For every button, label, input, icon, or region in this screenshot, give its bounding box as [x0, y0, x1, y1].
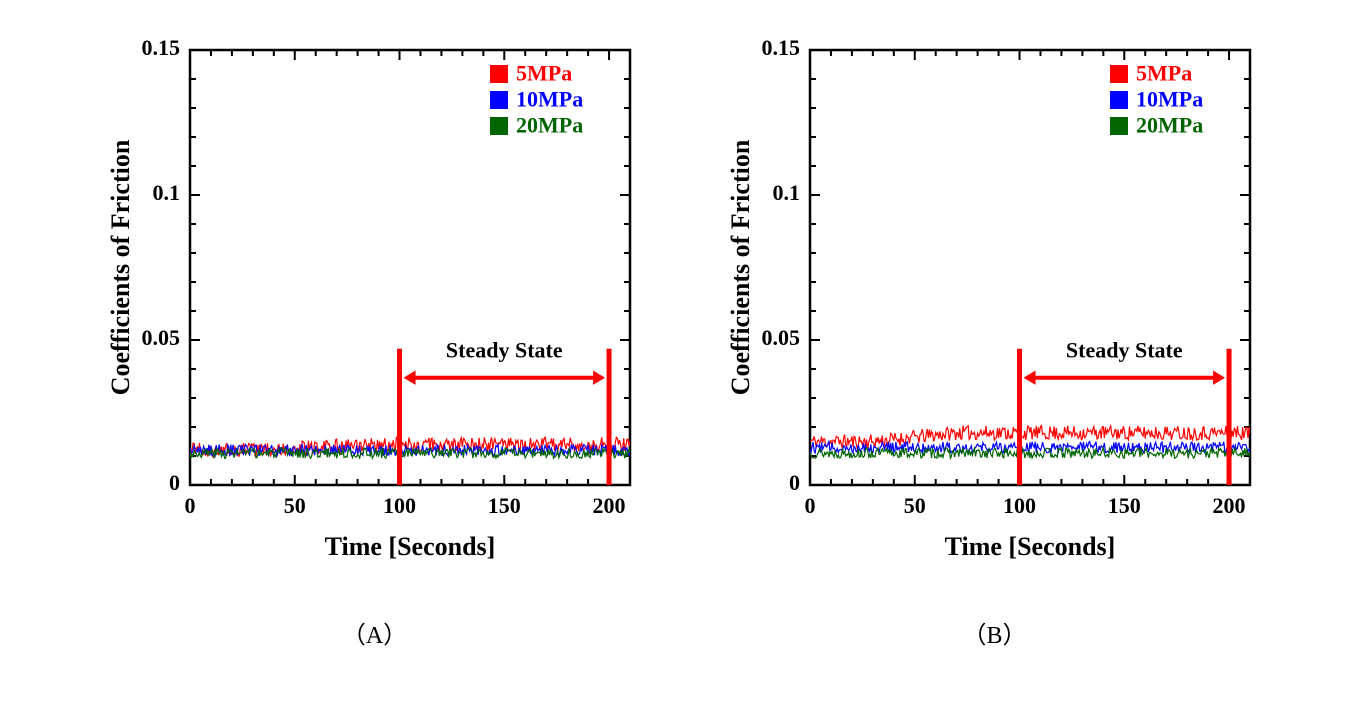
- steady-state-label: Steady State: [445, 337, 562, 362]
- svg-text:100: 100: [383, 493, 416, 518]
- svg-text:200: 200: [1212, 493, 1245, 518]
- chart-svg: 0 50 100 150 200 0 0.05 0.1 0.15 Time [Seconds] Co…: [95, 20, 655, 580]
- svg-text:100: 100: [1003, 493, 1036, 518]
- chart-svg: 0 50 100 150 200 0 0.05 0.1 0.15 Time [Seconds] Co…: [715, 20, 1275, 580]
- legend-swatch: [1110, 65, 1128, 83]
- svg-text:Coefficients of Friction: Coefficients of Friction: [725, 139, 754, 395]
- svg-text:0.15: 0.15: [761, 35, 800, 60]
- svg-text:Time [Seconds]: Time [Seconds]: [324, 532, 495, 561]
- steady-state-label: Steady State: [1065, 337, 1182, 362]
- panel-b: 0 50 100 150 200 0 0.05 0.1 0.15 Time [Seconds] Co…: [715, 20, 1275, 650]
- svg-text:150: 150: [1107, 493, 1140, 518]
- legend-swatch: [490, 65, 508, 83]
- legend-label: 5MPa: [516, 60, 572, 85]
- svg-text:0: 0: [804, 493, 815, 518]
- legend-label: 10MPa: [1136, 86, 1203, 111]
- chart-b: 0 50 100 150 200 0 0.05 0.1 0.15 Time [Seconds] Co…: [715, 20, 1275, 585]
- svg-text:0.05: 0.05: [761, 325, 800, 350]
- svg-text:0.15: 0.15: [141, 35, 180, 60]
- panel-a-label: （A）: [342, 615, 407, 650]
- svg-text:0: 0: [184, 493, 195, 518]
- svg-text:0.1: 0.1: [772, 180, 800, 205]
- svg-text:0: 0: [789, 470, 800, 495]
- legend-label: 20MPa: [516, 112, 583, 137]
- svg-text:0: 0: [169, 470, 180, 495]
- legend-swatch: [1110, 117, 1128, 135]
- svg-text:0.05: 0.05: [141, 325, 180, 350]
- legend-label: 5MPa: [1136, 60, 1192, 85]
- svg-text:150: 150: [487, 493, 520, 518]
- svg-text:50: 50: [283, 493, 305, 518]
- panel-a: 0 50 100 150 200 0 0.05 0.1 0.15 Time [Seconds] Co…: [95, 20, 655, 650]
- figure-container: 0 50 100 150 200 0 0.05 0.1 0.15 Time [Seconds] Co…: [20, 20, 1349, 650]
- legend-swatch: [490, 117, 508, 135]
- chart-a: 0 50 100 150 200 0 0.05 0.1 0.15 Time [Seconds] Co…: [95, 20, 655, 585]
- svg-text:0.1: 0.1: [152, 180, 180, 205]
- legend-swatch: [1110, 91, 1128, 109]
- legend-label: 10MPa: [516, 86, 583, 111]
- legend-label: 20MPa: [1136, 112, 1203, 137]
- svg-text:Time [Seconds]: Time [Seconds]: [944, 532, 1115, 561]
- svg-text:50: 50: [903, 493, 925, 518]
- svg-text:200: 200: [592, 493, 625, 518]
- legend-swatch: [490, 91, 508, 109]
- panel-b-label: （B）: [962, 615, 1026, 650]
- svg-text:Coefficients of Friction: Coefficients of Friction: [105, 139, 134, 395]
